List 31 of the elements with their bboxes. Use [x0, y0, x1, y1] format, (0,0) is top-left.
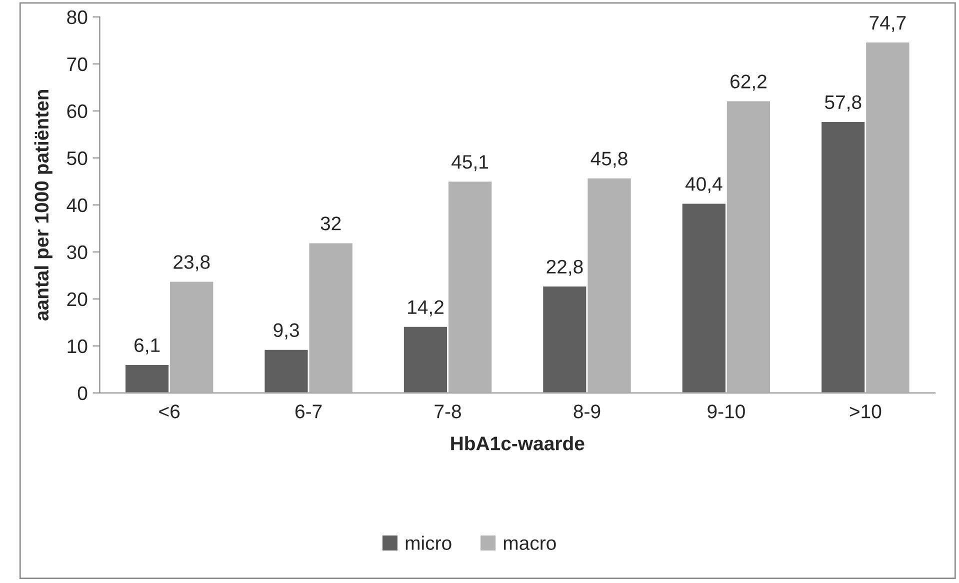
y-tick-label: 80: [67, 10, 88, 24]
data-label: 23,8: [174, 255, 210, 272]
y-tick-label: 0: [78, 386, 88, 400]
x-tick-label: 7-8: [434, 404, 461, 418]
x-tick-label: >10: [850, 404, 882, 418]
y-tick-label: 70: [67, 57, 88, 72]
y-tick-label: 50: [67, 151, 88, 166]
legend-label: macro: [504, 539, 556, 550]
legend-label: micro: [406, 536, 452, 550]
y-axis-title: aantal per 1000 patiënten: [34, 90, 52, 321]
data-label: 6,1: [134, 338, 160, 354]
data-label: 14,2: [408, 300, 444, 316]
y-tick-label: 40: [66, 198, 88, 212]
data-label: 57,8: [825, 95, 862, 112]
y-tick-label: 60: [67, 104, 88, 118]
data-label: 62,2: [730, 74, 766, 91]
data-label: 45,8: [590, 152, 628, 168]
x-tick-label: 8-9: [574, 404, 600, 418]
data-label: 9,3: [274, 323, 299, 340]
data-label: 45,1: [452, 155, 488, 172]
x-tick-label: 6-7: [295, 404, 322, 418]
y-tick-label: 30: [67, 245, 88, 260]
x-axis-title: HbA1c-waarde: [451, 436, 584, 450]
x-tick-label: 9-10: [708, 404, 745, 418]
x-tick-label: <6: [159, 404, 180, 418]
data-label: 32: [320, 216, 341, 230]
data-label: 40,4: [685, 177, 722, 194]
y-tick-label: 10: [68, 339, 88, 354]
y-tick-label: 20: [67, 292, 88, 306]
data-label: 74,7: [870, 16, 906, 32]
data-label: 22,8: [546, 260, 583, 276]
